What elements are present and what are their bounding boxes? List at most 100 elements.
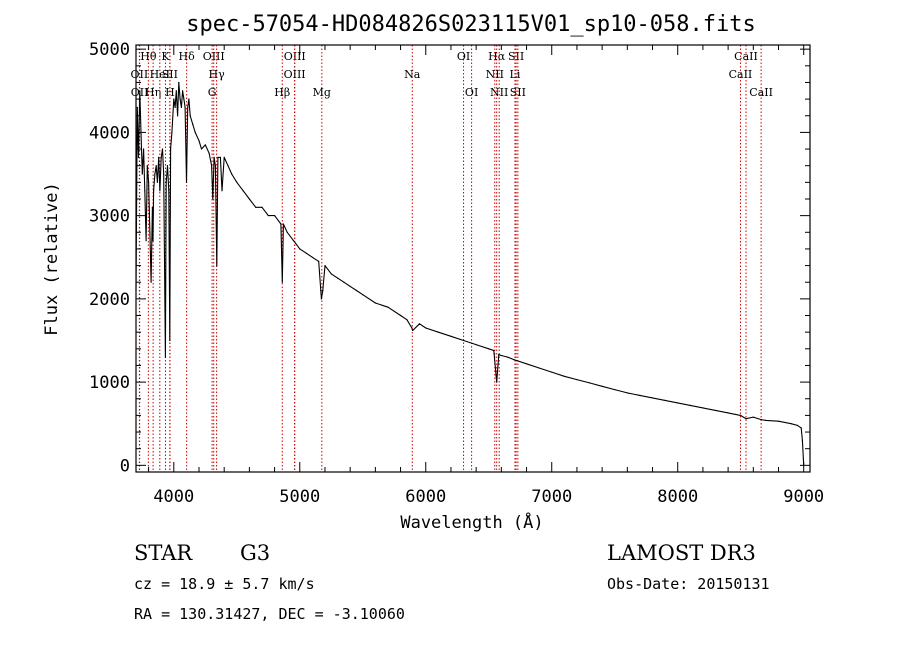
data-point xyxy=(212,198,214,200)
data-point xyxy=(800,427,802,429)
data-point xyxy=(267,215,269,217)
data-point xyxy=(179,98,181,100)
data-point xyxy=(362,294,364,296)
object-subclass: G3 xyxy=(240,541,270,565)
data-point xyxy=(588,382,591,384)
data-point xyxy=(488,348,490,350)
data-point xyxy=(311,256,313,258)
data-point xyxy=(496,381,498,383)
data-point xyxy=(664,399,666,401)
data-point xyxy=(160,156,162,158)
data-point xyxy=(231,173,233,175)
data-point xyxy=(182,90,184,92)
data-point xyxy=(223,156,225,158)
y-tick-label: 3000 xyxy=(89,207,130,227)
data-point xyxy=(242,190,244,192)
data-point xyxy=(463,339,465,342)
data-point xyxy=(139,90,141,92)
observation-date: Obs-Date: 20150131 xyxy=(607,575,770,593)
data-point xyxy=(236,181,238,183)
data-point xyxy=(169,339,171,342)
data-point xyxy=(320,289,322,292)
line-label-8: Hδ xyxy=(179,50,196,63)
data-point xyxy=(281,281,283,283)
data-point xyxy=(144,190,146,192)
line-label-4: HeI xyxy=(150,68,170,81)
data-point xyxy=(601,385,603,387)
data-point xyxy=(330,273,332,275)
data-point xyxy=(177,115,179,117)
redshift-cz: cz = 18.9 ± 5.7 km/s xyxy=(134,575,315,593)
data-point xyxy=(183,98,185,100)
data-point xyxy=(188,98,190,100)
data-point xyxy=(498,354,500,356)
x-tick-label: 5000 xyxy=(279,487,320,507)
x-axis-label: Wavelength (Å) xyxy=(400,511,543,533)
line-label-23: NII xyxy=(490,86,508,99)
data-point xyxy=(255,206,257,208)
data-point xyxy=(184,106,186,108)
data-point xyxy=(168,190,170,192)
x-tick-label: 4000 xyxy=(153,487,194,507)
data-point xyxy=(155,165,157,167)
x-tick-label: 7000 xyxy=(531,487,572,507)
data-point xyxy=(175,90,177,92)
data-point xyxy=(412,329,414,332)
data-point xyxy=(200,148,203,150)
data-point xyxy=(156,181,158,183)
line-label-14: Hβ xyxy=(274,86,290,99)
data-point xyxy=(171,131,173,133)
data-point xyxy=(355,289,358,292)
data-point xyxy=(727,412,729,414)
data-point xyxy=(166,165,169,167)
line-label-11: G xyxy=(208,86,217,99)
data-point xyxy=(576,379,578,381)
data-point xyxy=(161,148,164,150)
data-point xyxy=(204,144,206,146)
data-point xyxy=(189,115,191,117)
line-label-25: CaII xyxy=(734,50,758,63)
data-point xyxy=(337,277,339,279)
data-point xyxy=(349,285,351,287)
chart-title: spec-57054-HD084826S023115V01_sp10-058.f… xyxy=(186,12,756,37)
data-point xyxy=(227,165,229,167)
data-point xyxy=(137,156,140,158)
data-point xyxy=(150,281,152,283)
data-point xyxy=(702,407,704,409)
data-point xyxy=(563,375,565,377)
data-point xyxy=(406,319,408,321)
data-point xyxy=(153,190,155,192)
data-point xyxy=(400,314,402,317)
data-point xyxy=(261,206,263,208)
line-label-24: SII xyxy=(510,86,526,99)
data-point xyxy=(714,409,717,411)
data-point xyxy=(286,231,288,233)
y-tick-label: 5000 xyxy=(89,40,130,60)
data-point xyxy=(538,367,540,369)
data-point xyxy=(154,173,156,175)
line-label-10: Hγ xyxy=(209,68,226,81)
data-point xyxy=(248,198,250,200)
data-point xyxy=(801,439,804,441)
data-point xyxy=(513,359,515,361)
data-point xyxy=(146,165,148,167)
data-point xyxy=(318,260,320,262)
line-label-18: OI xyxy=(465,86,478,99)
data-point xyxy=(425,327,427,329)
data-point xyxy=(418,323,421,325)
data-point xyxy=(214,165,216,167)
data-point xyxy=(475,344,477,346)
data-point xyxy=(305,252,307,254)
data-point xyxy=(151,206,153,208)
data-point xyxy=(192,123,194,125)
line-label-7: H xyxy=(165,86,175,99)
data-point xyxy=(185,181,188,183)
data-point xyxy=(796,424,799,426)
data-point xyxy=(437,331,439,333)
data-point xyxy=(677,402,679,404)
data-point xyxy=(165,181,167,183)
data-point xyxy=(450,335,452,337)
line-label-20: SII xyxy=(508,50,524,63)
